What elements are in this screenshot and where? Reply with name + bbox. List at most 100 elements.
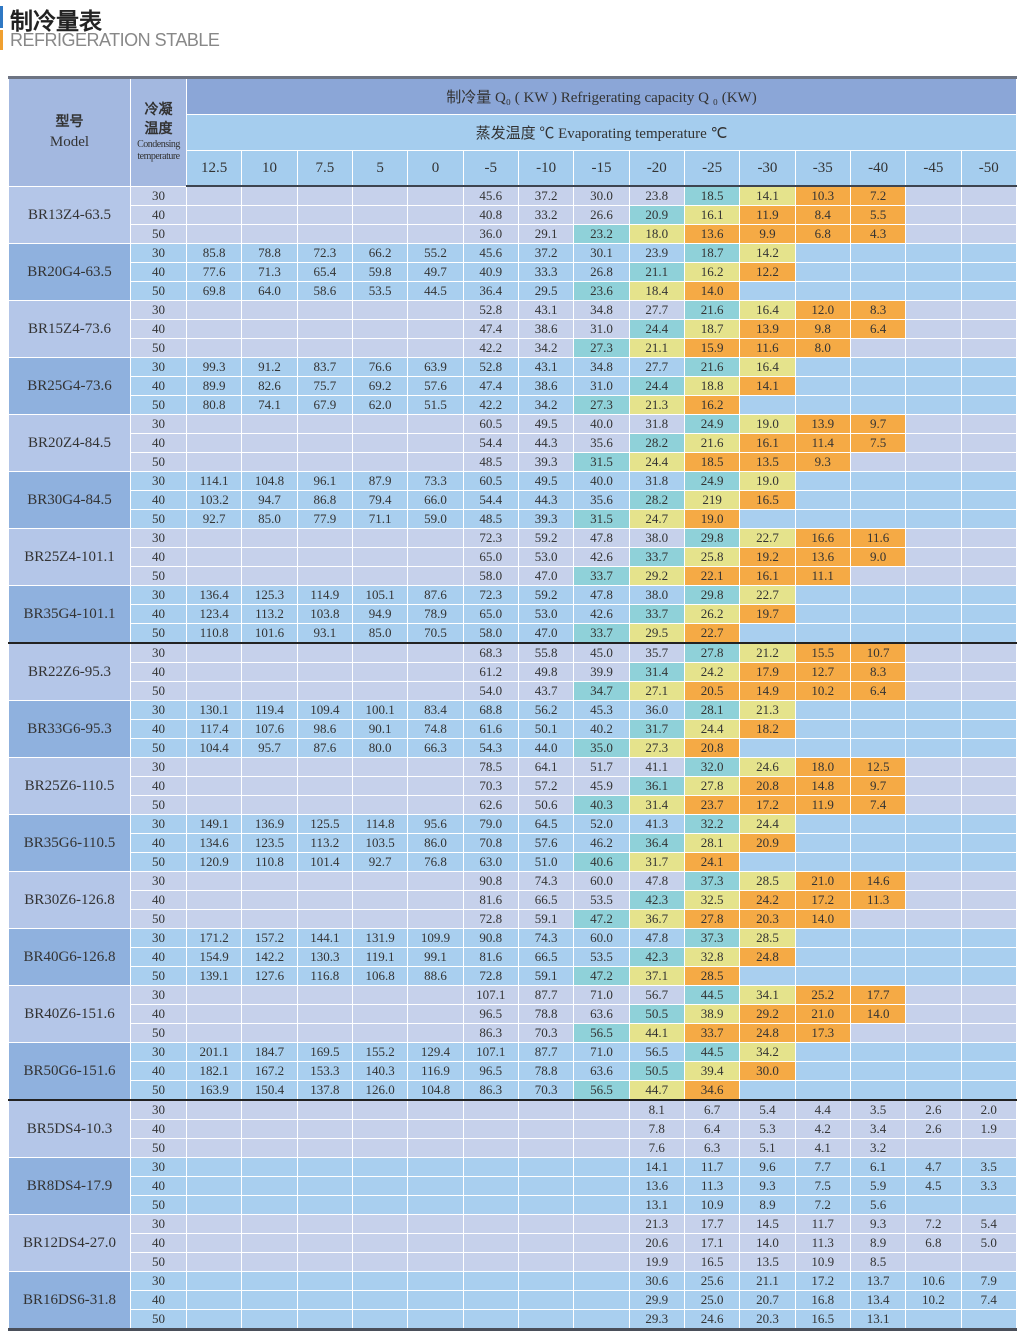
capacity-cell (960, 376, 1017, 396)
capacity-cell: 44.3 (517, 490, 575, 510)
capacity-cell: 42.3 (628, 890, 685, 910)
capacity-cell (185, 1099, 243, 1120)
capacity-cell: 31.0 (573, 376, 630, 396)
capacity-cell: 29.1 (517, 224, 575, 244)
capacity-cell: 110.8 (241, 852, 298, 872)
capacity-cell: 71.0 (573, 1042, 630, 1062)
table-row: 40 77.6 71.3 65.4 59.8 49.7 40.9 33.3 26.8 21.1 16… (9, 262, 1017, 282)
capacity-cell (960, 776, 1017, 796)
capacity-cell: 7.6 (628, 1138, 685, 1158)
condensing-temp-cell: 40 (130, 376, 187, 396)
capacity-cell (296, 795, 353, 815)
capacity-cell: 85.0 (351, 623, 409, 644)
capacity-cell (849, 357, 907, 377)
capacity-cell (849, 395, 907, 415)
condensing-temp-header: 冷凝温度 Condensing temperature (130, 77, 187, 187)
capacity-cell (849, 852, 907, 872)
capacity-cell: 47.0 (517, 623, 575, 644)
capacity-cell (185, 547, 243, 567)
condensing-temp-cell: 50 (130, 281, 187, 301)
capacity-cell: 3.3 (960, 1176, 1017, 1196)
capacity-cell (849, 1042, 907, 1062)
capacity-cell (351, 985, 409, 1005)
capacity-cell (462, 1252, 519, 1272)
capacity-cell: 40.3 (573, 795, 630, 815)
capacity-cell (794, 928, 851, 948)
capacity-cell: 31.8 (628, 471, 685, 491)
capacity-cell: 8.0 (794, 338, 851, 358)
capacity-cell: 87.7 (517, 985, 575, 1005)
capacity-cell: 11.1 (794, 566, 851, 586)
capacity-cell (407, 1023, 464, 1043)
capacity-cell: 34.1 (739, 985, 796, 1005)
capacity-cell (351, 414, 409, 434)
capacity-cell: 13.6 (628, 1176, 685, 1196)
condensing-temp-cell: 50 (130, 852, 187, 872)
capacity-cell (905, 490, 962, 510)
capacity-cell: 17.2 (794, 890, 851, 910)
capacity-cell: 13.5 (739, 452, 796, 472)
capacity-cell: 104.8 (407, 1080, 464, 1101)
capacity-cell: 21.3 (628, 395, 685, 415)
capacity-cell: 25.2 (794, 985, 851, 1005)
capacity-cell (794, 852, 851, 872)
capacity-cell: 87.7 (517, 1042, 575, 1062)
capacity-cell: 6.4 (683, 1119, 741, 1139)
capacity-cell: 59.1 (517, 909, 575, 929)
capacity-cell (960, 1004, 1017, 1024)
capacity-cell: 49.5 (517, 471, 575, 491)
capacity-cell: 25.8 (683, 547, 741, 567)
capacity-cell (960, 681, 1017, 701)
capacity-cell: 4.1 (794, 1138, 851, 1158)
condensing-header-en: Condensing temperature (137, 139, 180, 163)
table-row: BR40Z6-151.6 30 107.1 87.7 71.0 56.7 44.5 34.1 2… (8, 985, 1017, 1043)
capacity-cell (960, 985, 1017, 1005)
capacity-cell: 28.2 (628, 433, 685, 453)
capacity-cell: 66.2 (351, 243, 409, 263)
capacity-cell (241, 547, 298, 567)
capacity-cell (960, 1195, 1017, 1215)
capacity-cell (849, 1023, 907, 1043)
capacity-cell: 7.9 (960, 1271, 1017, 1291)
condensing-temp-cell: 40 (130, 1176, 187, 1196)
capacity-cell: 9.3 (794, 452, 851, 472)
capacity-cell (905, 224, 962, 244)
capacity-cell: 22.7 (683, 623, 741, 644)
capacity-cell: 149.1 (185, 814, 243, 834)
capacity-cell: 74.3 (517, 871, 575, 891)
capacity-cell: 59.8 (351, 262, 409, 282)
capacity-cell: 150.4 (241, 1080, 298, 1101)
capacity-cell (351, 1176, 409, 1196)
capacity-cell (296, 185, 353, 206)
capacity-cell (960, 395, 1017, 415)
capacity-cell: 31.8 (628, 414, 685, 434)
evap-temp-column-header: 10 (241, 150, 298, 187)
capacity-cell: 114.1 (185, 471, 243, 491)
capacity-cell (573, 1233, 630, 1253)
capacity-cell: 54.4 (462, 490, 519, 510)
capacity-cell (794, 1080, 851, 1101)
capacity-cell: 28.1 (683, 833, 741, 853)
capacity-cell: 59.2 (517, 585, 575, 605)
capacity-cell: 26.2 (683, 604, 741, 624)
capacity-cell (905, 890, 962, 910)
capacity-cell: 8.1 (628, 1099, 685, 1120)
capacity-cell (241, 757, 298, 777)
table-row: BR22Z6-95.3 30 68.3 55.8 45.0 35.7 27.8 21.2 15.… (8, 642, 1017, 701)
capacity-cell (849, 471, 907, 491)
capacity-cell: 53.5 (573, 947, 630, 967)
capacity-cell: 21.1 (628, 262, 685, 282)
capacity-cell: 99.3 (185, 357, 243, 377)
condensing-temp-cell: 50 (130, 966, 187, 986)
capacity-cell: 99.1 (407, 947, 464, 967)
model-name-cell: BR15Z4-73.6 (8, 300, 131, 358)
capacity-cell: 70.8 (462, 833, 519, 853)
capacity-cell (849, 376, 907, 396)
capacity-cell: 52.8 (462, 300, 519, 320)
capacity-cell: 11.4 (794, 433, 851, 453)
capacity-cell (960, 890, 1017, 910)
capacity-cell (241, 681, 298, 701)
capacity-cell (905, 852, 962, 872)
capacity-cell (905, 338, 962, 358)
capacity-cell (462, 1176, 519, 1196)
